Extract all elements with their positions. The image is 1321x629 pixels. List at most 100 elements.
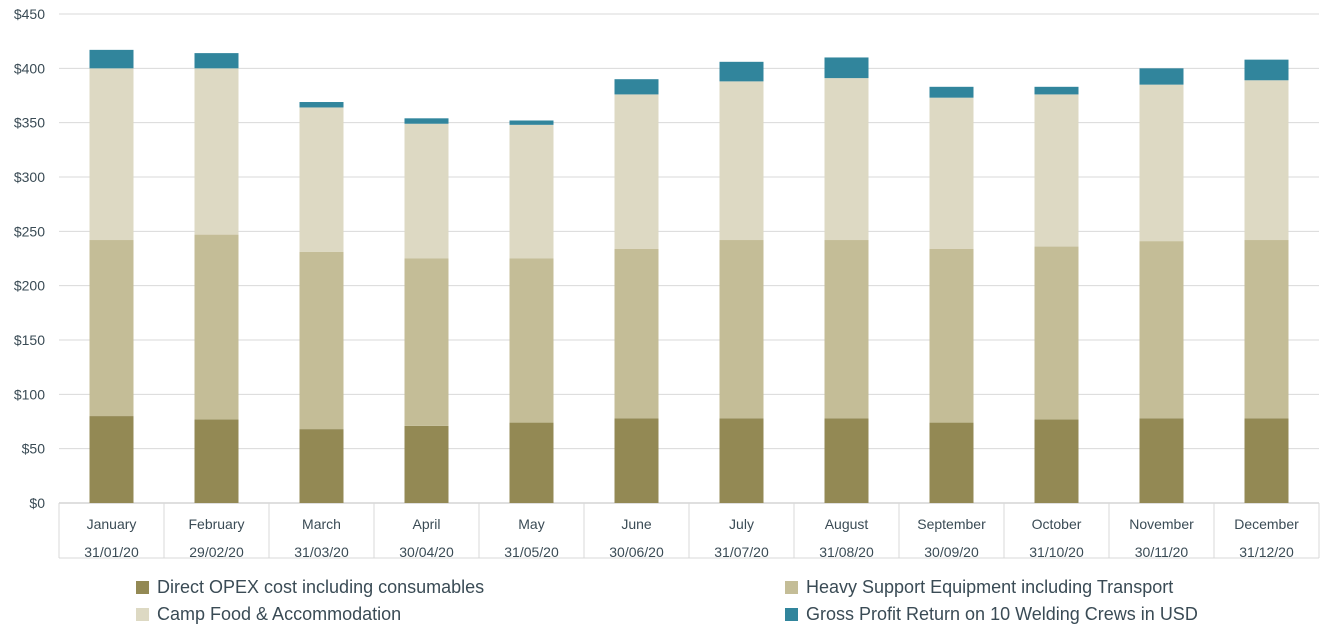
y-tick-label: $50 — [22, 441, 46, 457]
bar-segment — [719, 81, 764, 241]
legend-swatch-camp-food — [136, 608, 149, 621]
x-axis: January 31/01/20 February 29/02/20 March 31/0… — [58, 503, 1320, 560]
bar-segment — [299, 107, 344, 252]
bar-segment — [194, 419, 239, 503]
bar-segment — [1139, 68, 1184, 85]
bar-segment — [404, 118, 449, 124]
bar-segment — [614, 248, 659, 419]
bar-segment — [404, 258, 449, 426]
x-date-label: 30/06/20 — [609, 544, 664, 560]
x-date-label: 31/08/20 — [819, 544, 874, 560]
bar-segment — [719, 240, 764, 419]
legend-item-camp-food: Camp Food & Accommodation — [136, 604, 401, 625]
bar-segment — [89, 240, 134, 417]
y-tick-label: $100 — [14, 386, 45, 402]
legend-swatch-gross-profit — [785, 608, 798, 621]
y-tick-label: $450 — [14, 6, 45, 22]
bar-segment — [824, 57, 869, 79]
bar-segment — [299, 251, 344, 430]
x-category-label: November — [1129, 516, 1194, 532]
bar-segment — [614, 79, 659, 95]
bar-segment — [1139, 418, 1184, 503]
bar-segment — [824, 418, 869, 503]
x-category-label: September — [917, 516, 986, 532]
x-category-label: August — [825, 516, 869, 532]
bar-segment — [1139, 241, 1184, 419]
bar-segment — [929, 97, 974, 249]
y-tick-label: $200 — [14, 278, 45, 294]
x-date-label: 31/07/20 — [714, 544, 769, 560]
y-tick-label: $150 — [14, 332, 45, 348]
bar-segment — [509, 120, 554, 125]
x-category-label: June — [621, 516, 652, 532]
x-date-label: 29/02/20 — [189, 544, 244, 560]
bar-segment — [1244, 240, 1289, 419]
x-date-label: 30/04/20 — [399, 544, 454, 560]
y-tick-label: $400 — [14, 60, 45, 76]
bar-segment — [1034, 86, 1079, 95]
legend-swatch-direct-opex — [136, 581, 149, 594]
legend-label-heavy-support: Heavy Support Equipment including Transp… — [806, 577, 1174, 597]
bar-segment — [1034, 94, 1079, 247]
bar-segment — [824, 78, 869, 241]
x-category-label: March — [302, 516, 341, 532]
bar-segment — [299, 429, 344, 503]
bar-segment — [929, 248, 974, 423]
x-date-label: 31/05/20 — [504, 544, 559, 560]
x-category-label: February — [188, 516, 244, 532]
x-category-label: December — [1234, 516, 1299, 532]
legend-item-heavy-support: Heavy Support Equipment including Transp… — [785, 577, 1173, 598]
bar-segment — [194, 53, 239, 69]
legend-swatch-heavy-support — [785, 581, 798, 594]
gridlines — [59, 13, 1319, 504]
legend-label-direct-opex: Direct OPEX cost including consumables — [157, 577, 485, 597]
bar-segment — [89, 416, 134, 503]
y-tick-label: $0 — [29, 495, 45, 511]
x-category-label: October — [1032, 516, 1082, 532]
bar-segment — [824, 240, 869, 419]
bar-segment — [404, 425, 449, 503]
x-date-label: 30/11/20 — [1135, 544, 1189, 560]
x-date-label: 31/10/20 — [1029, 544, 1084, 560]
bars — [89, 49, 1289, 503]
bar-segment — [299, 102, 344, 108]
bar-segment — [1139, 84, 1184, 242]
legend-item-gross-profit: Gross Profit Return on 10 Welding Crews … — [785, 604, 1198, 625]
bar-segment — [719, 61, 764, 82]
bar-segment — [509, 124, 554, 259]
bar-segment — [194, 234, 239, 420]
bar-segment — [509, 258, 554, 423]
legend: Direct OPEX cost including consumables H… — [0, 577, 1321, 629]
x-date-label: 30/09/20 — [924, 544, 979, 560]
bar-segment — [1244, 59, 1289, 81]
bar-segment — [614, 418, 659, 503]
bar-segment — [929, 422, 974, 503]
bar-segment — [929, 86, 974, 98]
bar-segment — [89, 68, 134, 241]
y-tick-label: $350 — [14, 115, 45, 131]
y-axis-tick-labels: $0 $50 $100 $150 $200 $250 $300 $350 $400 $450 — [14, 6, 45, 511]
x-date-label: 31/01/20 — [84, 544, 139, 560]
stacked-bar-chart: $0 $50 $100 $150 $200 $250 $300 $350 $400 $450 Ja… — [14, 6, 1320, 560]
legend-item-direct-opex: Direct OPEX cost including consumables — [136, 577, 484, 598]
x-category-label: July — [729, 516, 754, 532]
x-category-label: May — [518, 516, 544, 532]
bar-segment — [1034, 419, 1079, 503]
y-tick-label: $250 — [14, 223, 45, 239]
x-date-label: 31/12/20 — [1239, 544, 1294, 560]
x-category-label: January — [87, 516, 137, 532]
bar-segment — [1244, 80, 1289, 241]
bar-segment — [509, 422, 554, 503]
bar-segment — [614, 94, 659, 249]
y-tick-label: $300 — [14, 169, 45, 185]
bar-segment — [1034, 246, 1079, 420]
bar-segment — [719, 418, 764, 503]
legend-label-gross-profit: Gross Profit Return on 10 Welding Crews … — [806, 604, 1198, 624]
x-category-label: April — [412, 516, 440, 532]
bar-segment — [404, 123, 449, 259]
bar-segment — [89, 49, 134, 69]
legend-label-camp-food: Camp Food & Accommodation — [157, 604, 402, 624]
bar-segment — [194, 68, 239, 235]
x-date-label: 31/03/20 — [294, 544, 349, 560]
bar-segment — [1244, 418, 1289, 503]
